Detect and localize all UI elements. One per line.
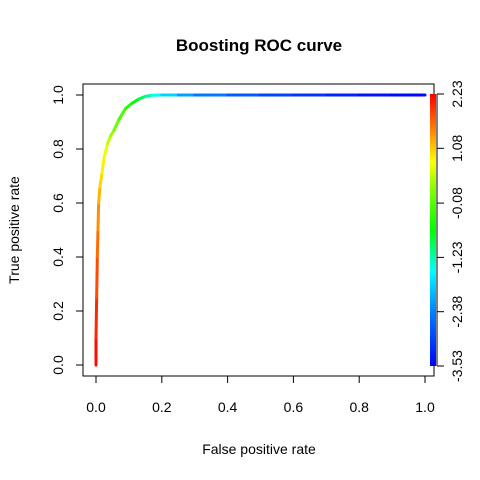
colorbar-tick-label-4: 1.08	[449, 134, 465, 161]
colorbar-tick-label-2: -1.23	[449, 241, 465, 273]
roc-segment-4	[96, 201, 101, 232]
x-tick-label-4: 0.8	[349, 399, 369, 415]
x-tick-label-3: 0.6	[284, 399, 304, 415]
roc-segment-11	[112, 117, 121, 132]
colorbar-tick-label-0: -3.53	[449, 350, 465, 382]
roc-segment-5	[97, 185, 102, 205]
colorbar-tick-label-1: -2.38	[449, 296, 465, 328]
x-axis-label: False positive rate	[202, 441, 316, 457]
roc-segment-7	[100, 155, 106, 175]
plot-frame	[82, 83, 435, 377]
roc-segment-12	[117, 107, 128, 121]
y-tick-label-3: 0.6	[50, 193, 66, 213]
roc-segment-2	[95, 255, 99, 299]
y-tick-label-5: 1.0	[50, 85, 66, 105]
x-tick-label-0: 0.0	[86, 399, 106, 415]
x-axis: 0.0 0.2 0.4 0.6 0.8 1.0	[86, 375, 435, 415]
roc-curve	[94, 93, 427, 367]
chart-title: Boosting ROC curve	[176, 36, 342, 55]
colorbar-axis: -3.53 -2.38 -1.23 -0.08 1.08 2.23	[436, 80, 465, 382]
y-tick-label-4: 0.8	[50, 139, 66, 159]
y-tick-label-1: 0.2	[50, 301, 66, 321]
roc-segment-1	[94, 296, 99, 340]
colorbar-tick-label-5: 2.23	[449, 80, 465, 107]
y-axis-label: True positive rate	[6, 176, 22, 284]
y-tick-label-0: 0.0	[50, 355, 66, 375]
roc-segment-3	[95, 228, 100, 259]
y-axis: 0.0 0.2 0.4 0.6 0.8 1.0	[50, 85, 84, 375]
colorbar-tick-label-3: -0.08	[449, 187, 465, 219]
x-tick-label-2: 0.4	[218, 399, 238, 415]
colorbar	[430, 94, 436, 366]
x-tick-label-5: 1.0	[415, 399, 435, 415]
roc-segment-6	[98, 171, 104, 189]
roc-segment-8	[102, 142, 110, 159]
y-tick-label-2: 0.4	[50, 247, 66, 267]
x-tick-label-1: 0.2	[152, 399, 172, 415]
